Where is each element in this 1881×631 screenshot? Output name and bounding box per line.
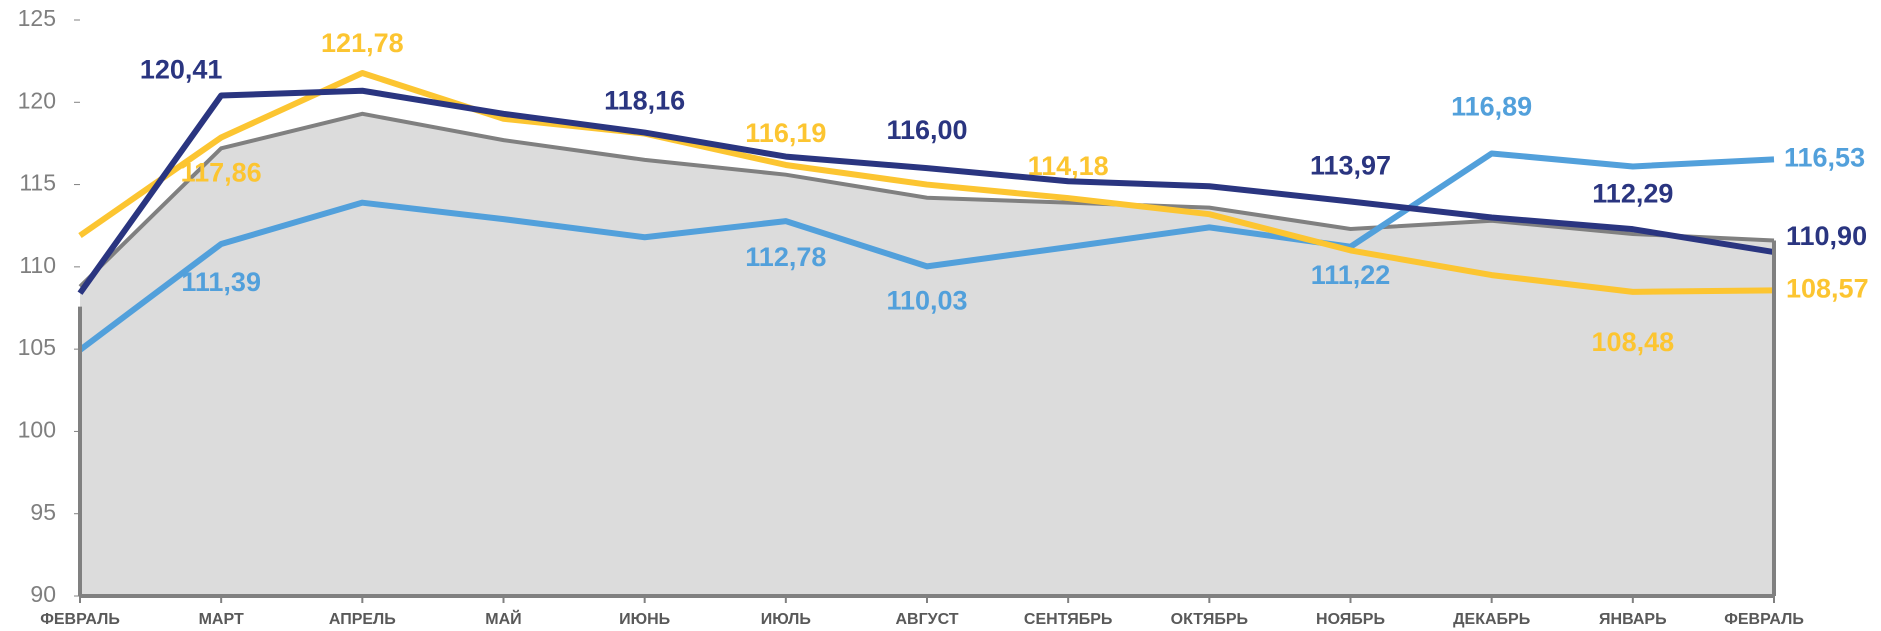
- line: [78, 69, 1775, 295]
- data-label: 113,97: [1310, 151, 1391, 181]
- data-label: 121,78: [321, 28, 404, 58]
- y-tick-label: 110: [19, 252, 56, 278]
- data-label: 111,22: [1311, 260, 1391, 290]
- y-tick-label: 95: [30, 499, 56, 525]
- x-tick-label: ФЕВРАЛЬ: [40, 611, 120, 628]
- data-label: 108,57: [1786, 274, 1869, 304]
- x-tick-label: МАЙ: [485, 609, 521, 628]
- y-tick-label: 115: [19, 170, 56, 196]
- y-tick-label: 90: [30, 581, 56, 607]
- data-label: 110,03: [886, 285, 967, 315]
- data-label: 112,29: [1592, 178, 1673, 208]
- data-label: 118,16: [604, 86, 685, 116]
- data-label: 108,48: [1592, 327, 1675, 357]
- y-tick-label: 120: [18, 87, 56, 113]
- area: [80, 113, 1774, 596]
- x-tick-label: ФЕВРАЛЬ: [1724, 611, 1804, 628]
- y-tick-label: 125: [18, 5, 56, 31]
- x-tick-label: ЯНВАРЬ: [1599, 611, 1667, 628]
- data-label: 110,90: [1786, 221, 1867, 251]
- x-tick-label: НОЯБРЬ: [1316, 611, 1385, 628]
- data-label: 116,53: [1784, 143, 1865, 173]
- y-tick-label: 100: [18, 417, 56, 443]
- line: [77, 87, 1775, 295]
- data-label: 116,00: [886, 115, 967, 145]
- x-tick-label: МАРТ: [199, 611, 244, 628]
- data-label: 111,39: [181, 267, 261, 297]
- data-label: 117,86: [181, 158, 262, 188]
- x-tick-label: ИЮЛЬ: [761, 611, 811, 628]
- x-tick-label: АПРЕЛЬ: [329, 611, 396, 628]
- y-tick-label: 105: [18, 334, 56, 360]
- data-label: 112,78: [745, 242, 826, 272]
- data-label: 120,41: [140, 55, 223, 85]
- x-tick-label: АВГУСТ: [895, 611, 958, 628]
- line: [78, 111, 1775, 289]
- x-tick-label: СЕНТЯБРЬ: [1024, 611, 1113, 628]
- data-label: 116,89: [1451, 92, 1532, 122]
- x-tick-label: ИЮНЬ: [619, 611, 670, 628]
- x-tick-label: ДЕКАБРЬ: [1453, 611, 1530, 628]
- x-tick-label: ОКТЯБРЬ: [1171, 611, 1248, 628]
- data-label: 116,19: [745, 118, 826, 148]
- line: [78, 150, 1775, 353]
